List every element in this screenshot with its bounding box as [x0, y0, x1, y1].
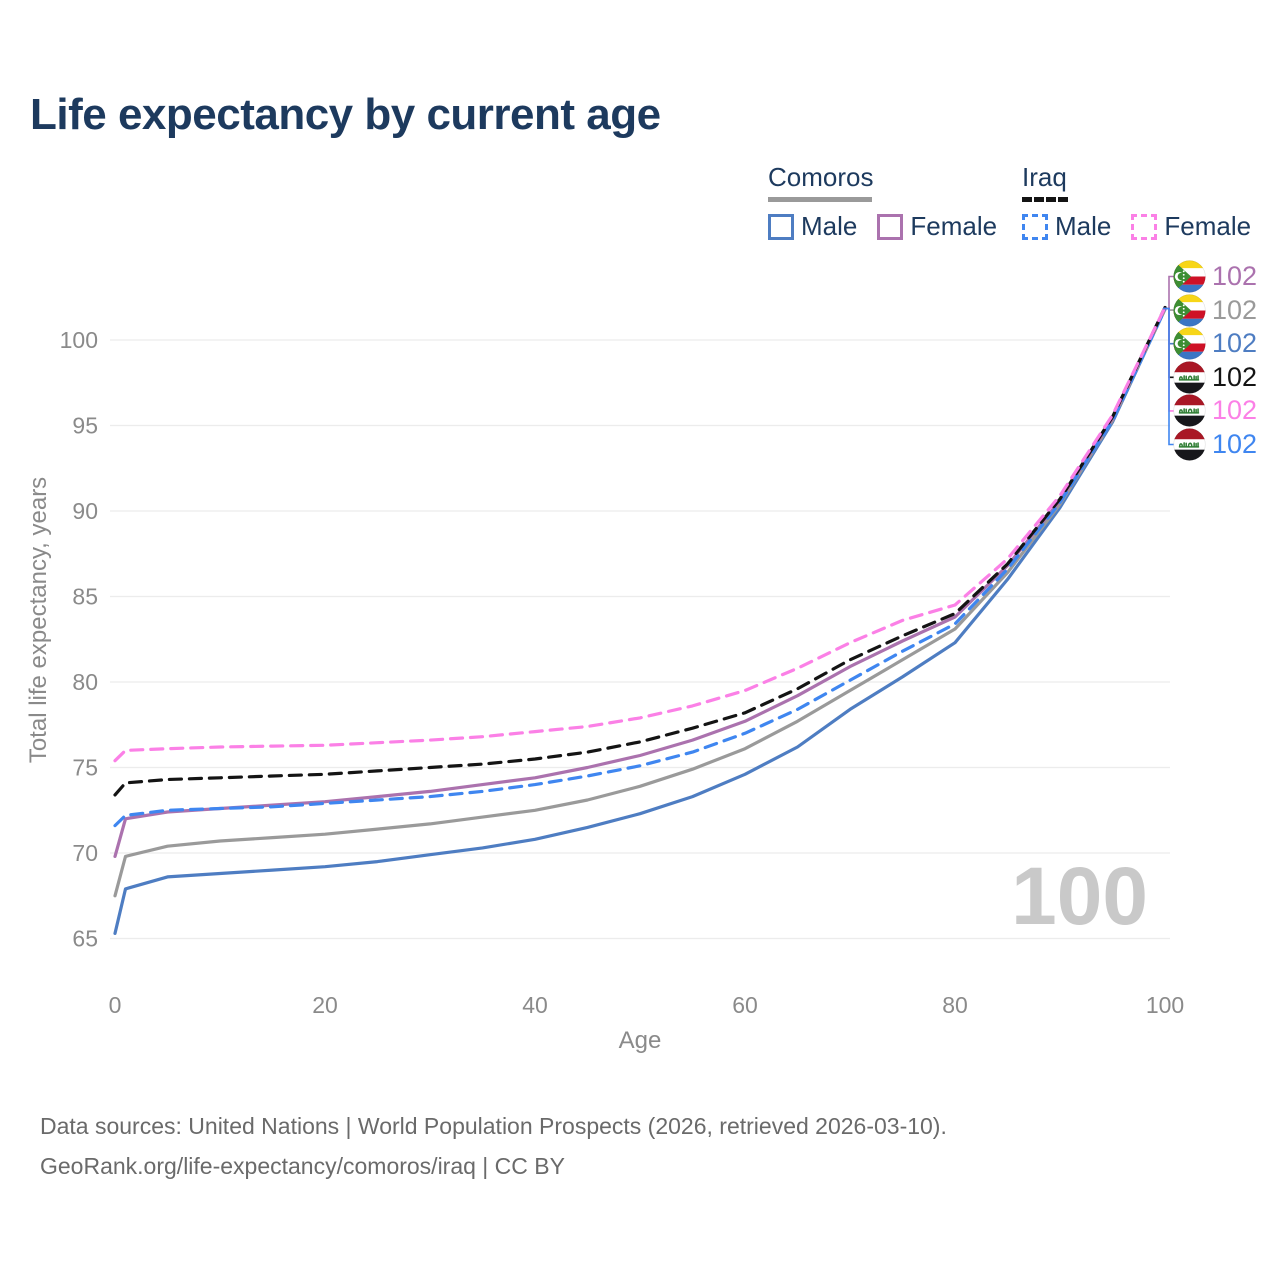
- legend-item-comoros-female[interactable]: Female: [877, 211, 997, 242]
- iraq-male-swatch-icon: [1022, 213, 1048, 240]
- comoros-male-swatch-icon: [768, 213, 794, 240]
- series-line-iraq-male[interactable]: [113, 307, 1167, 828]
- iraq-flag-icon: [1173, 361, 1206, 394]
- legend-item-comoros-male[interactable]: Male: [768, 211, 857, 242]
- footer-attribution: GeoRank.org/life-expectancy/comoros/iraq…: [40, 1153, 565, 1179]
- x-tick-label: 100: [1146, 992, 1184, 1018]
- y-tick-label: 95: [72, 413, 98, 439]
- y-tick-label: 90: [72, 498, 98, 524]
- data-series[interactable]: [113, 305, 1167, 935]
- label-connector: [1163, 307, 1175, 446]
- gridlines: [110, 339, 1170, 940]
- legend-label-iraq-male: Male: [1055, 211, 1112, 241]
- footer-data-sources: Data sources: United Nations | World Pop…: [40, 1113, 947, 1139]
- tick-labels: 65 70 75 80 85 90 95 100 0 20 40 60 80 100: [60, 327, 1185, 1018]
- footer: Data sources: United Nations | World Pop…: [40, 1106, 947, 1186]
- iraq-dashed-line-icon: [1022, 197, 1068, 202]
- x-tick-label: 60: [732, 992, 758, 1018]
- comoros-solid-line-icon: [768, 197, 872, 202]
- legend-item-iraq-male[interactable]: Male: [1022, 211, 1111, 242]
- x-tick-label: 80: [942, 992, 968, 1018]
- y-tick-label: 100: [60, 327, 98, 353]
- iraq-female-swatch-icon: [1131, 213, 1158, 240]
- comoros-flag-icon: [1173, 260, 1206, 293]
- end-value: 102: [1212, 395, 1258, 426]
- legend-title-comoros: Comoros: [768, 162, 874, 192]
- end-label-comoros-both: 102: [1173, 293, 1257, 327]
- y-tick-label: 70: [72, 840, 98, 866]
- end-label-comoros-female: 102: [1173, 260, 1257, 294]
- label-connectors: [1163, 275, 1175, 446]
- comoros-flag-icon: [1173, 294, 1206, 327]
- comoros-flag-icon: [1173, 327, 1206, 360]
- series-line-comoros-female[interactable]: [113, 305, 1167, 858]
- legend-item-iraq-female[interactable]: Female: [1131, 211, 1251, 242]
- x-tick-label: 0: [109, 992, 122, 1018]
- y-tick-label: 65: [72, 926, 98, 952]
- end-label-comoros-male: 102: [1173, 327, 1257, 361]
- end-label-iraq-both: 102: [1173, 360, 1257, 394]
- end-value: 102: [1212, 429, 1258, 459]
- end-value: 102: [1212, 294, 1258, 325]
- legend-group-comoros: Comoros Male Female: [768, 162, 1017, 242]
- comoros-female-swatch-icon: [877, 213, 904, 240]
- legend-label-comoros-female: Female: [910, 211, 998, 241]
- x-tick-label: 20: [312, 992, 338, 1018]
- end-label-iraq-male: 102: [1173, 428, 1257, 462]
- iraq-flag-icon: [1173, 394, 1206, 427]
- end-value: 102: [1212, 328, 1258, 359]
- y-tick-label: 75: [72, 755, 98, 781]
- end-label-iraq-female: 102: [1173, 394, 1257, 428]
- legend-title-iraq: Iraq: [1022, 162, 1067, 192]
- y-axis-title: Total life expectancy, years: [25, 477, 52, 763]
- series-line-iraq-both[interactable]: [113, 305, 1167, 797]
- series-line-comoros-male[interactable]: [113, 307, 1167, 935]
- x-axis-title: Age: [619, 1027, 662, 1054]
- y-tick-label: 80: [72, 669, 98, 695]
- age-watermark: 100: [1011, 851, 1148, 942]
- legend-label-comoros-male: Male: [801, 211, 858, 241]
- page-title: Life expectancy by current age: [30, 90, 661, 139]
- end-value: 102: [1212, 261, 1258, 291]
- plot-area[interactable]: [112, 300, 1168, 940]
- legend-label-iraq-female: Female: [1164, 211, 1252, 241]
- end-value: 102: [1212, 361, 1258, 392]
- legend-group-iraq: Iraq Male Female: [1022, 162, 1271, 242]
- series-line-comoros-both[interactable]: [113, 307, 1167, 898]
- x-tick-label: 40: [522, 992, 548, 1018]
- series-line-iraq-female[interactable]: [113, 305, 1167, 763]
- y-tick-label: 85: [72, 584, 98, 610]
- iraq-flag-icon: [1173, 428, 1206, 461]
